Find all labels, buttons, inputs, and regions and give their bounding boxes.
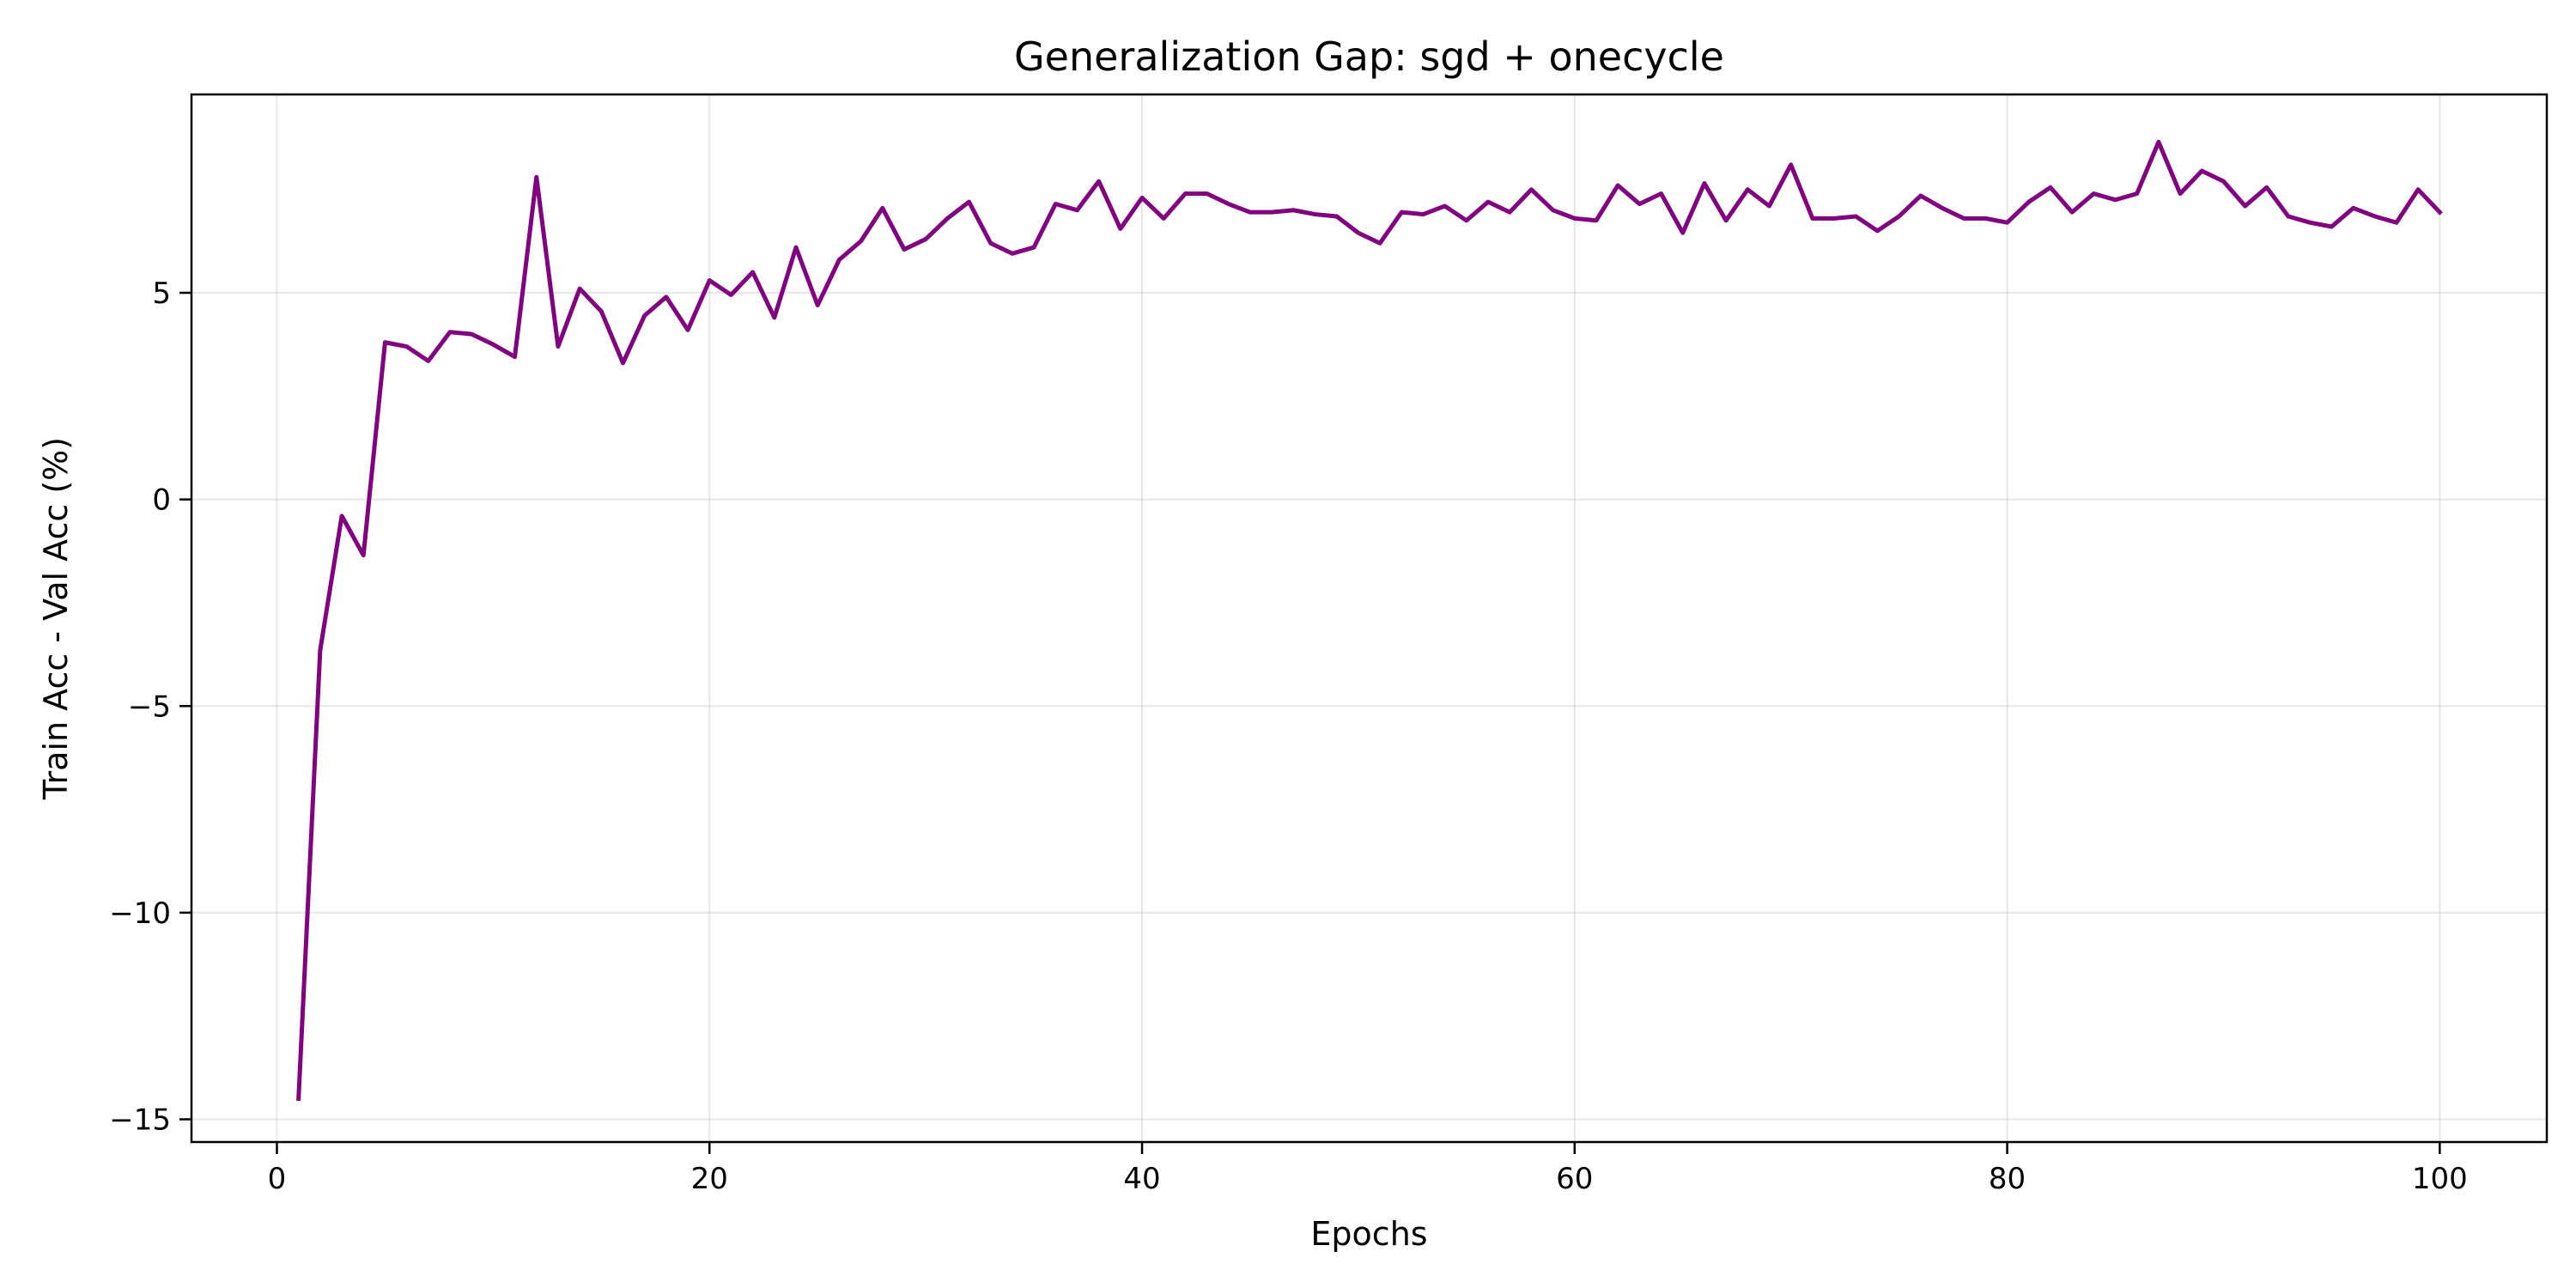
x-tick-label: 80	[1989, 1162, 2026, 1196]
y-tick-label: −10	[109, 896, 171, 931]
y-tick-label: 5	[152, 276, 171, 311]
x-tick-label: 40	[1123, 1162, 1160, 1196]
x-axis-title: Epochs	[1310, 1215, 1427, 1253]
x-tick-label: 20	[691, 1162, 728, 1196]
x-tick-label: 100	[2412, 1162, 2468, 1196]
y-tick-label: −15	[109, 1103, 171, 1138]
y-tick-label: 0	[152, 483, 171, 518]
x-tick-label: 60	[1556, 1162, 1593, 1196]
x-tick-label: 0	[268, 1162, 287, 1196]
series-layer	[296, 139, 2443, 1102]
chart-title: Generalization Gap: sgd + onecycle	[1014, 33, 1724, 80]
y-axis-title: Train Acc - Val Acc (%)	[37, 437, 75, 800]
plot-frame	[190, 93, 2549, 1144]
ticks: 0 20 40 60 80 100 −15 −10 −5 0 5	[109, 276, 2468, 1196]
series-line	[296, 139, 2443, 1102]
y-tick-label: −5	[128, 690, 171, 724]
